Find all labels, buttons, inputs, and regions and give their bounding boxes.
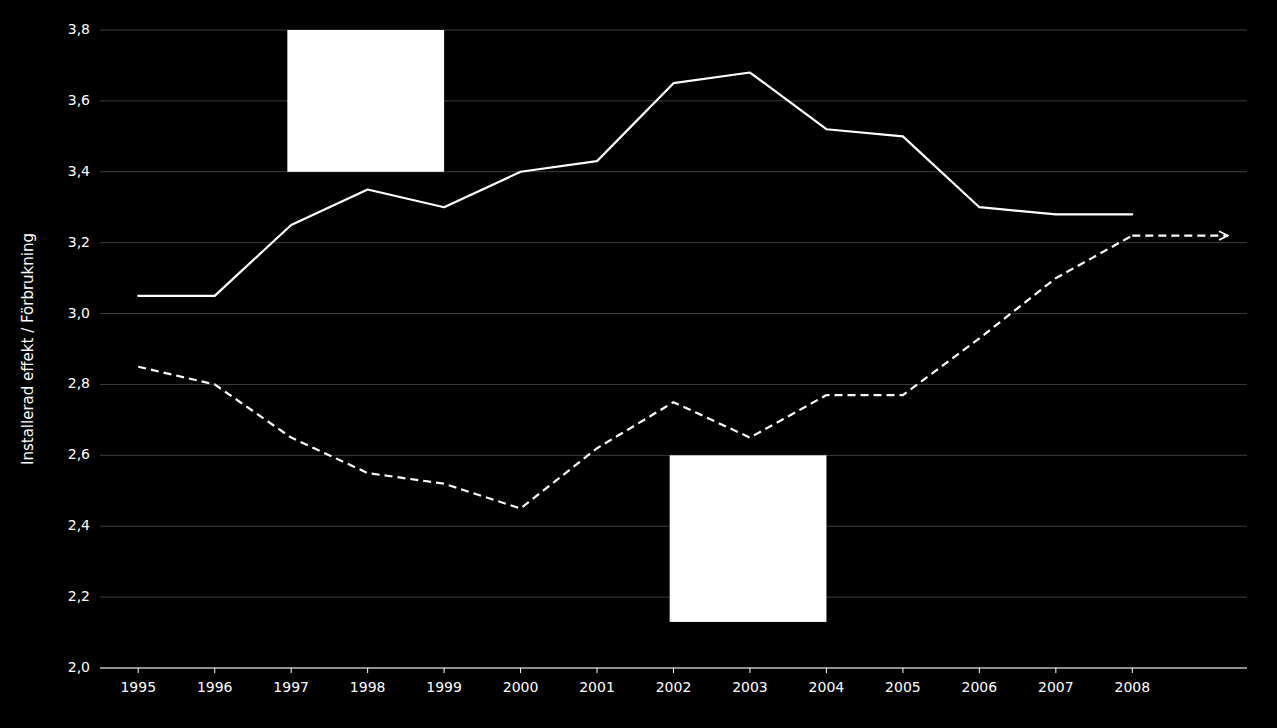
- box: [287, 30, 444, 172]
- x-tick-label: 2006: [962, 679, 998, 695]
- y-axis: 2,0 2,2 2,4 2,6 2,8 3,0 3,2 3,4 3,6 3,8: [68, 21, 90, 675]
- x-tick-label: 2005: [885, 679, 921, 695]
- grid-line: [100, 384, 1247, 385]
- grid: [100, 30, 1247, 668]
- plot-area: [138, 30, 1228, 622]
- x-tick: [444, 668, 445, 673]
- y-tick-label: 3,0: [68, 305, 90, 321]
- y-axis-label: Installerad effekt / Förbrukning: [19, 233, 37, 465]
- x-tick: [749, 668, 750, 673]
- x-tick: [979, 668, 980, 673]
- x-tick: [138, 668, 139, 673]
- x-tick: [291, 668, 292, 673]
- grid-line: [100, 100, 1247, 101]
- y-tick-label: 2,4: [68, 517, 90, 533]
- x-axis: 1995 1996 1997 1998 1999 2000 2001 2002 2003 2004…: [100, 668, 1247, 695]
- x-tick: [520, 668, 521, 673]
- x-tick: [597, 668, 598, 673]
- y-tick-label: 3,8: [68, 21, 90, 37]
- y-tick-label: 2,2: [68, 588, 90, 604]
- x-tick-label: 1999: [426, 679, 462, 695]
- grid-line: [100, 30, 1247, 31]
- x-tick: [214, 668, 215, 673]
- grid-line: [100, 313, 1247, 314]
- y-tick-label: 2,8: [68, 375, 90, 391]
- y-tick-label: 3,4: [68, 163, 90, 179]
- x-tick: [902, 668, 903, 673]
- x-tick: [1132, 668, 1133, 673]
- x-tick-label: 1995: [120, 679, 156, 695]
- grid-line: [100, 171, 1247, 172]
- x-tick-label: 1996: [197, 679, 233, 695]
- background: [0, 0, 1277, 728]
- x-tick-label: 2002: [656, 679, 692, 695]
- chart: 2,0 2,2 2,4 2,6 2,8 3,0 3,2 3,4 3,6 3,8 Installera…: [0, 0, 1277, 728]
- y-tick-label: 3,6: [68, 92, 90, 108]
- y-tick-label: 3,2: [68, 234, 90, 250]
- x-tick: [826, 668, 827, 673]
- x-tick-label: 1998: [350, 679, 386, 695]
- x-tick-label: 2003: [732, 679, 768, 695]
- x-tick-label: 2008: [1114, 679, 1150, 695]
- arrow: [1132, 234, 1228, 236]
- y-tick-label: 2,0: [68, 659, 90, 675]
- x-tick-label: 2004: [809, 679, 845, 695]
- x-tick: [1055, 668, 1056, 673]
- x-tick-label: 2007: [1038, 679, 1074, 695]
- box: [670, 455, 827, 622]
- line: [138, 73, 1132, 296]
- x-tick-label: 2001: [579, 679, 615, 695]
- x-tick: [367, 668, 368, 673]
- x-tick: [673, 668, 674, 673]
- x-tick-label: 1997: [273, 679, 309, 695]
- y-tick-label: 2,6: [68, 446, 90, 462]
- x-tick-label: 2000: [503, 679, 539, 695]
- line: [138, 236, 1132, 509]
